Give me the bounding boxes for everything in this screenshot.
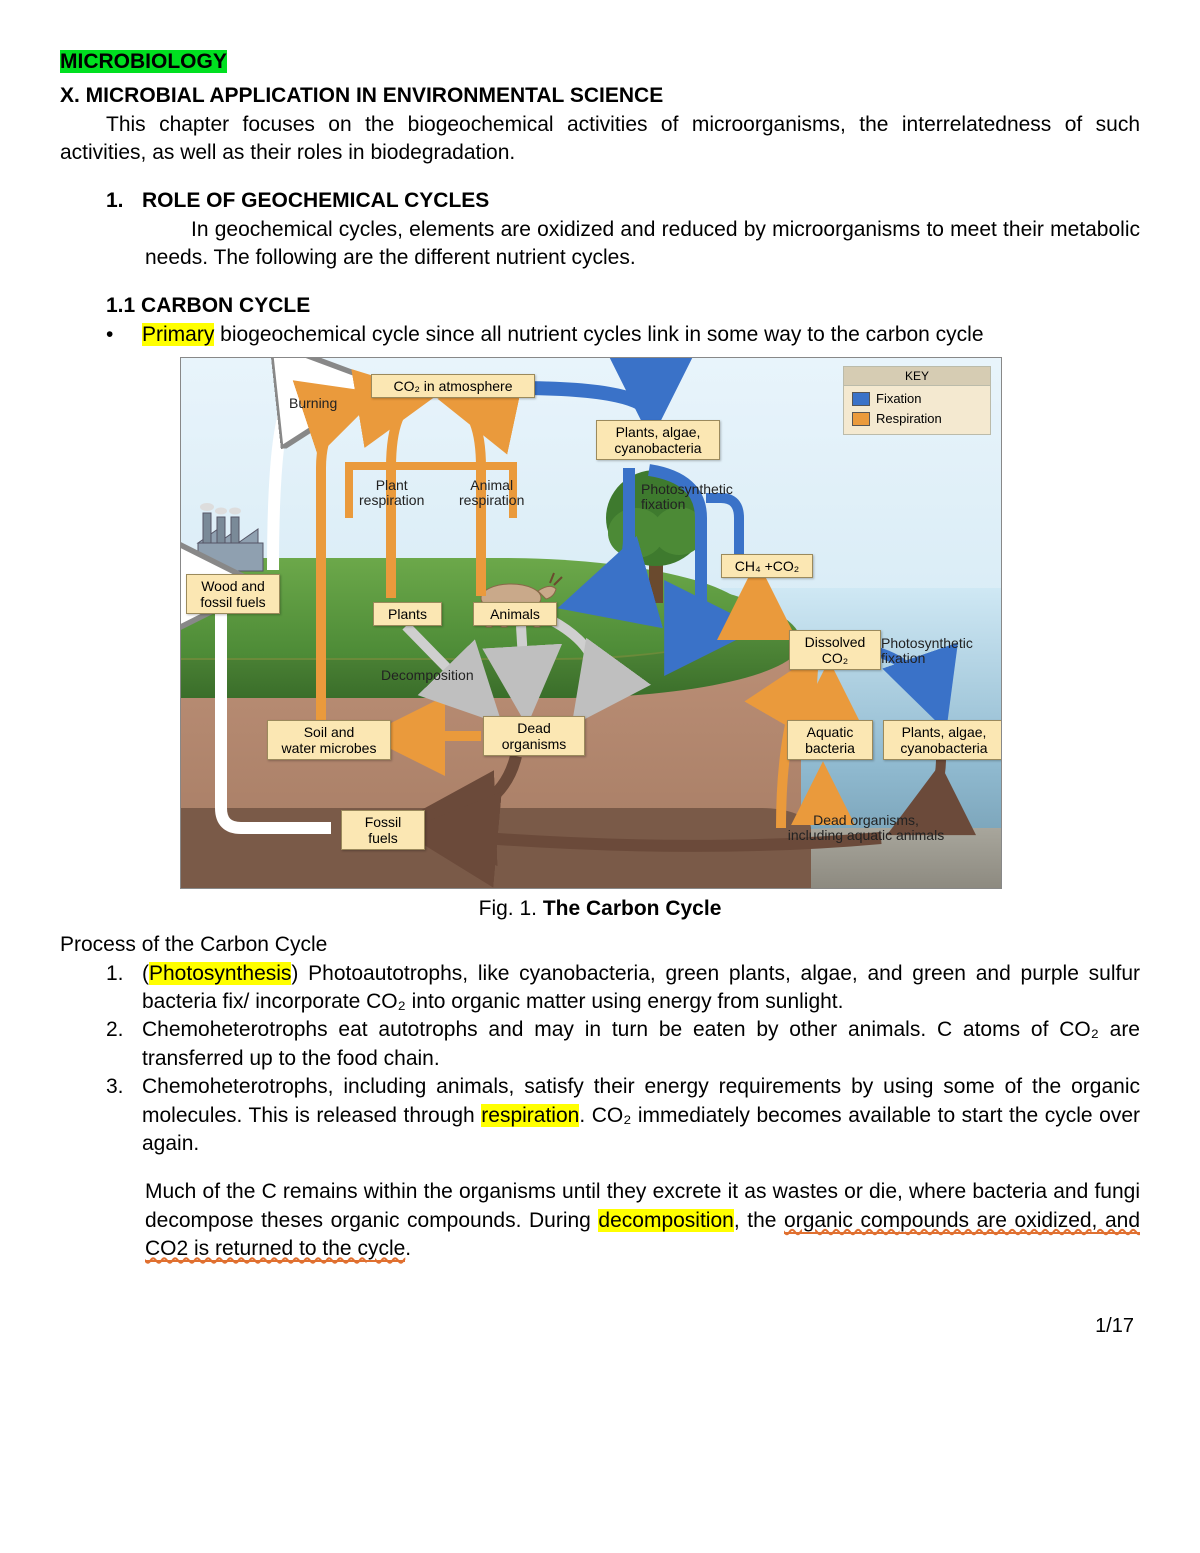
key-respiration: Respiration bbox=[876, 410, 942, 428]
carbon-cycle-figure: CO₂ in atmosphere Plants, algae, cyanoba… bbox=[180, 357, 1140, 889]
process-heading: Process of the Carbon Cycle bbox=[60, 931, 1140, 959]
key-title: KEY bbox=[844, 367, 990, 386]
chapter-title: X. MICROBIAL APPLICATION IN ENVIRONMENTA… bbox=[60, 82, 1140, 110]
figcap-prefix: Fig. 1. bbox=[479, 897, 543, 920]
fig-key: KEY Fixation Respiration bbox=[843, 366, 991, 435]
box-plants-algae: Plants, algae, cyanobacteria bbox=[596, 420, 720, 460]
process-item-1: 1. (Photosynthesis) Photoautotrophs, lik… bbox=[106, 960, 1140, 1017]
box-aquatic-bacteria: Aquatic bacteria bbox=[787, 720, 873, 760]
primary-rest: biogeochemical cycle since all nutrient … bbox=[214, 323, 983, 346]
box-aq-plants-algae: Plants, algae, cyanobacteria bbox=[883, 720, 1002, 760]
lbl-photo-fix: Photosynthetic fixation bbox=[641, 482, 733, 513]
p3-num: 3. bbox=[106, 1073, 142, 1158]
course-highlight-text: MICROBIOLOGY bbox=[60, 50, 227, 73]
figure-caption: Fig. 1. The Carbon Cycle bbox=[60, 895, 1140, 923]
section-1-heading: 1. ROLE OF GEOCHEMICAL CYCLES bbox=[106, 187, 1140, 215]
lbl-plant-resp: Plant respiration bbox=[359, 478, 424, 509]
box-plants: Plants bbox=[373, 602, 442, 626]
p1-num: 1. bbox=[106, 960, 142, 1017]
lbl-dead-aquatic: Dead organisms, including aquatic animal… bbox=[761, 813, 971, 844]
note-end: . bbox=[405, 1237, 411, 1260]
box-dead-org: Dead organisms bbox=[483, 716, 585, 756]
p3-hl: respiration bbox=[481, 1104, 579, 1127]
lbl-decomp: Decomposition bbox=[381, 668, 474, 683]
p1-open: ( bbox=[142, 962, 149, 985]
lbl-burning: Burning bbox=[289, 396, 337, 411]
course-highlight: MICROBIOLOGY bbox=[60, 48, 1140, 76]
key-fixation: Fixation bbox=[876, 390, 922, 408]
process-item-3: 3. Chemoheterotrophs, including animals,… bbox=[106, 1073, 1140, 1158]
section-1-num: 1. bbox=[106, 187, 142, 215]
lbl-animal-resp: Animal respiration bbox=[459, 478, 524, 509]
carbon-cycle-canvas: CO₂ in atmosphere Plants, algae, cyanoba… bbox=[180, 357, 1002, 889]
swatch-fixation bbox=[852, 392, 870, 406]
box-dissolved-co2: Dissolved CO₂ bbox=[789, 630, 881, 670]
p1-hl: Photosynthesis bbox=[149, 962, 291, 985]
page-number: 1/17 bbox=[60, 1313, 1140, 1340]
p2-num: 2. bbox=[106, 1016, 142, 1073]
chapter-intro: This chapter focuses on the biogeochemic… bbox=[60, 111, 1140, 168]
box-fossil-fuels: Fossil fuels bbox=[341, 810, 425, 850]
lbl-photo-fix-aq: Photosynthetic fixation bbox=[881, 636, 973, 667]
swatch-respiration bbox=[852, 412, 870, 426]
note-hl: decomposition bbox=[598, 1209, 733, 1232]
process-note: Much of the C remains within the organis… bbox=[145, 1178, 1140, 1263]
figcap-bold: The Carbon Cycle bbox=[543, 897, 722, 920]
bullet-dot: • bbox=[106, 321, 142, 349]
section-1-title: ROLE OF GEOCHEMICAL CYCLES bbox=[142, 187, 489, 215]
primary-highlight: Primary bbox=[142, 323, 214, 346]
box-animals: Animals bbox=[473, 602, 557, 626]
box-soil-microbes: Soil and water microbes bbox=[267, 720, 391, 760]
box-co2-atm: CO₂ in atmosphere bbox=[371, 374, 535, 398]
process-item-2: 2. Chemoheterotrophs eat autotrophs and … bbox=[106, 1016, 1140, 1073]
box-ch4co2: CH₄ +CO₂ bbox=[721, 554, 813, 578]
note-mid: , the bbox=[734, 1209, 784, 1232]
section-1-1-bullet: • Primary biogeochemical cycle since all… bbox=[106, 321, 1140, 349]
section-1-body: In geochemical cycles, elements are oxid… bbox=[145, 216, 1140, 273]
box-wood-ff: Wood and fossil fuels bbox=[186, 574, 280, 614]
p2-text: Chemoheterotrophs eat autotrophs and may… bbox=[142, 1016, 1140, 1073]
arrow-layer bbox=[181, 358, 1001, 888]
section-1-1-title: 1.1 CARBON CYCLE bbox=[106, 292, 1140, 320]
